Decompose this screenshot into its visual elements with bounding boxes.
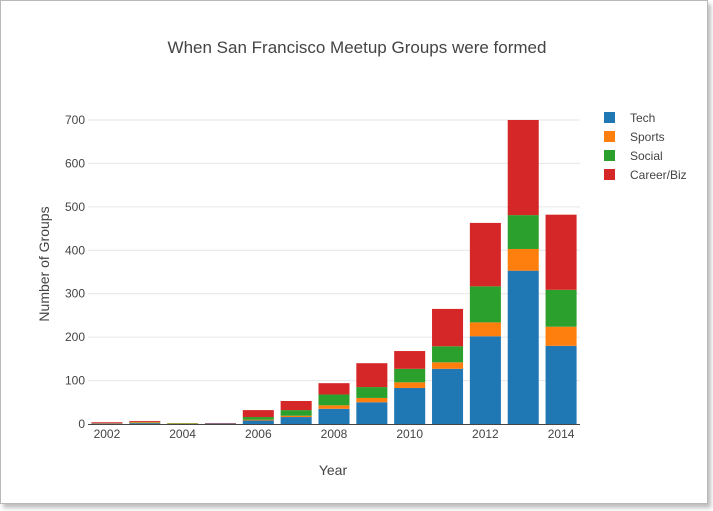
x-axis-title: Year	[319, 462, 348, 478]
legend[interactable]: Tech Sports Social Career/Biz	[604, 111, 687, 182]
bar-tech-2013[interactable]	[507, 270, 539, 424]
bar-career-biz-2009[interactable]	[356, 363, 388, 388]
x-tick-label: 2012	[472, 427, 499, 441]
bar-tech-2012[interactable]	[469, 336, 501, 424]
bar-sports-2009[interactable]	[356, 397, 388, 403]
chart-title: When San Francisco Meetup Groups were fo…	[168, 38, 547, 57]
bar-career-biz-2013[interactable]	[507, 120, 539, 216]
legend-item-social[interactable]: Social	[604, 149, 663, 163]
y-tick-label: 300	[65, 287, 85, 301]
bar-sports-2008[interactable]	[318, 405, 350, 409]
legend-label: Career/Biz	[630, 168, 687, 182]
bar-career-biz-2008[interactable]	[318, 383, 350, 395]
bar-sports-2012[interactable]	[469, 322, 501, 337]
x-tick-label: 2004	[169, 427, 196, 441]
x-tick-label: 2002	[94, 427, 121, 441]
bar-career-biz-2012[interactable]	[469, 222, 501, 287]
grid-layer	[88, 119, 580, 382]
bar-tech-2006[interactable]	[242, 420, 274, 424]
bar-social-2014[interactable]	[545, 289, 577, 327]
bar-stack-2012[interactable]	[469, 222, 501, 424]
bar-career-biz-2007[interactable]	[280, 400, 312, 411]
bar-social-2010[interactable]	[394, 368, 426, 383]
y-axis-title: Number of Groups	[36, 206, 52, 321]
bar-stack-2009[interactable]	[356, 363, 388, 424]
bar-career-biz-2002[interactable]	[91, 422, 123, 424]
bar-social-2009[interactable]	[356, 387, 388, 398]
bar-sports-2014[interactable]	[545, 326, 577, 346]
bar-career-biz-2011[interactable]	[432, 308, 464, 347]
legend-swatch	[604, 112, 615, 123]
legend-item-tech[interactable]: Tech	[604, 111, 655, 125]
legend-swatch	[604, 169, 615, 180]
x-tick-label: 2006	[245, 427, 272, 441]
legend-swatch	[604, 131, 615, 142]
bar-social-2007[interactable]	[280, 410, 312, 416]
bar-stack-2005[interactable]	[204, 423, 236, 424]
legend-swatch	[604, 150, 615, 161]
y-axis-ticks: 0 100 200 300 400 500 600 700	[65, 113, 85, 431]
bar-sports-2011[interactable]	[432, 362, 464, 369]
legend-label: Social	[630, 149, 663, 163]
y-tick-label: 700	[65, 113, 85, 127]
bar-career-biz-2014[interactable]	[545, 214, 577, 290]
bar-sports-2006[interactable]	[242, 419, 274, 421]
x-tick-label: 2014	[548, 427, 575, 441]
bar-tech-2014[interactable]	[545, 345, 577, 424]
bar-social-2006[interactable]	[242, 417, 274, 420]
bar-stack-2004[interactable]	[167, 423, 199, 424]
bar-sports-2003[interactable]	[129, 422, 161, 424]
bar-social-2013[interactable]	[507, 215, 539, 249]
bar-social-2008[interactable]	[318, 394, 350, 406]
bar-sports-2010[interactable]	[394, 382, 426, 388]
bar-stack-2002[interactable]	[91, 422, 123, 424]
legend-label: Sports	[630, 130, 665, 144]
y-tick-label: 0	[78, 417, 85, 431]
x-axis-ticks: 2002 2004 2006 2008 2010 2012 2014	[94, 427, 575, 441]
bar-tech-2010[interactable]	[394, 387, 426, 424]
bar-tech-2007[interactable]	[280, 417, 312, 424]
legend-item-sports[interactable]: Sports	[604, 130, 665, 144]
bar-stack-2007[interactable]	[280, 400, 312, 424]
bar-career-biz-2010[interactable]	[394, 351, 426, 369]
bar-stack-2003[interactable]	[129, 420, 161, 424]
bar-stack-2011[interactable]	[432, 308, 464, 424]
bar-social-2012[interactable]	[469, 286, 501, 323]
y-tick-label: 200	[65, 330, 85, 344]
bar-career-biz-2003[interactable]	[129, 420, 161, 422]
y-tick-label: 100	[65, 374, 85, 388]
x-tick-label: 2008	[321, 427, 348, 441]
y-tick-label: 400	[65, 243, 85, 257]
legend-item-career-biz[interactable]: Career/Biz	[604, 168, 687, 182]
bar-sports-2013[interactable]	[507, 248, 539, 271]
bar-stack-2014[interactable]	[545, 214, 577, 424]
bar-stack-2013[interactable]	[507, 120, 539, 424]
bar-stack-2010[interactable]	[394, 351, 426, 424]
bar-tech-2011[interactable]	[432, 368, 464, 424]
bar-stack-2008[interactable]	[318, 383, 350, 424]
legend-label: Tech	[630, 111, 655, 125]
bar-tech-2008[interactable]	[318, 408, 350, 424]
bar-social-2011[interactable]	[432, 346, 464, 363]
bar-layer	[91, 120, 577, 424]
y-tick-label: 500	[65, 200, 85, 214]
chart-frame	[0, 0, 708, 504]
y-tick-label: 600	[65, 156, 85, 170]
bar-sports-2007[interactable]	[280, 415, 312, 418]
bar-tech-2009[interactable]	[356, 402, 388, 424]
bar-stack-2006[interactable]	[242, 410, 274, 424]
bar-career-biz-2006[interactable]	[242, 410, 274, 418]
bar-tech-2003[interactable]	[129, 423, 161, 424]
x-tick-label: 2010	[396, 427, 423, 441]
